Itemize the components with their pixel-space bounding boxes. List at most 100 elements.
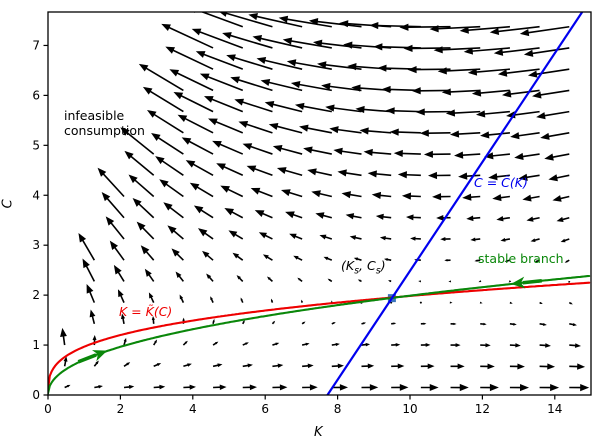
quiver-arrow-head	[210, 296, 213, 300]
quiver-arrow-shaft	[326, 257, 333, 261]
quiver-arrow-head	[419, 129, 429, 137]
quiver-arrow-head	[474, 259, 478, 262]
quiver-arrow-shaft	[290, 40, 332, 49]
quiver-arrow-head	[78, 232, 87, 243]
quiver-arrow-head	[136, 221, 146, 231]
ss-k-subscript: s	[354, 265, 360, 277]
quiver-arrow-shaft	[382, 215, 392, 219]
quiver-arrow-head	[60, 327, 67, 337]
quiver-arrow-shaft	[64, 385, 69, 389]
quiver-arrow-head	[550, 383, 560, 392]
quiver-arrow-shaft	[472, 47, 510, 52]
quiver-arrow-head	[520, 383, 530, 392]
quiver-arrow-head	[568, 280, 571, 284]
quiver-arrow-head	[411, 87, 421, 95]
quiver-arrow-head	[332, 322, 336, 325]
quiver-arrow-shaft	[536, 259, 540, 263]
quiver-arrow-head	[527, 70, 538, 78]
quiver-arrow-head	[371, 191, 382, 200]
quiver-arrow-head	[254, 210, 265, 217]
quiver-arrow-shaft	[153, 113, 184, 134]
quiver-arrow-head	[547, 363, 556, 370]
quiver-arrow-head	[544, 153, 554, 161]
quiver-arrow-shaft	[161, 160, 184, 176]
quiver-arrow-head	[278, 15, 289, 23]
quiver-arrow-shaft	[89, 291, 96, 303]
cdot-locus-label: C = C̃(K)	[474, 175, 528, 190]
quiver-arrow-shaft	[406, 173, 421, 177]
quiver-arrow-head	[518, 173, 528, 181]
quiver-arrow-head	[383, 258, 388, 261]
quiver-arrow-head	[432, 193, 442, 201]
y-tick-label: 5	[32, 138, 40, 152]
quiver-arrow-head	[367, 170, 377, 178]
quiver-arrow-head	[572, 323, 577, 327]
quiver-arrow-head	[182, 317, 185, 321]
x-tick-label: 10	[402, 402, 417, 416]
ss-close-paren: )	[380, 258, 386, 273]
quiver-arrow-shaft	[302, 364, 309, 368]
stable-branch-curve	[48, 274, 591, 395]
quiver-arrow-shaft	[345, 172, 362, 177]
quiver-arrow-head	[285, 211, 295, 219]
quiver-arrow-head	[427, 363, 435, 369]
quiver-arrow-shaft	[173, 230, 184, 240]
quiver-arrow-head	[365, 342, 371, 347]
quiver-arrow-shaft	[299, 83, 332, 92]
quiver-arrow-shaft	[510, 89, 540, 95]
quiver-arrow-shaft	[120, 295, 125, 303]
quiver-arrow-head	[436, 214, 444, 221]
quiver-arrow-shaft	[506, 259, 511, 262]
quiver-arrow-head	[151, 133, 161, 141]
quiver-arrow-head	[270, 298, 273, 302]
quiver-arrow-shaft	[322, 214, 333, 219]
quiver-arrow-head	[405, 214, 414, 221]
quiver-arrow-head	[185, 160, 196, 168]
quiver-arrow-head	[351, 84, 361, 92]
stable-branch-arrow-stem	[77, 353, 97, 364]
quiver-arrow-head	[440, 237, 446, 242]
ss-separator: ,	[359, 258, 367, 273]
quiver-arrow-head	[97, 167, 107, 177]
quiver-arrow-head	[312, 39, 323, 47]
quiver-arrow-head	[177, 114, 188, 122]
quiver-arrow-head	[142, 86, 153, 95]
quiver-arrow-head	[355, 105, 365, 114]
quiver-arrow-head	[333, 147, 343, 155]
quiver-arrow-head	[159, 384, 166, 390]
quiver-arrow-shaft	[238, 277, 244, 282]
quiver-arrow-shaft	[256, 15, 303, 28]
quiver-arrow-shaft	[227, 188, 244, 198]
quiver-arrow-shaft	[341, 150, 362, 155]
quiver-arrow-head	[109, 240, 119, 251]
quiver-arrow-head	[514, 152, 524, 161]
quiver-arrow-head	[403, 44, 413, 53]
quiver-arrow-shaft	[153, 363, 159, 368]
quiver-arrow-head	[317, 61, 327, 69]
quiver-arrow-head	[165, 46, 176, 54]
quiver-arrow-shaft	[331, 343, 337, 346]
quiver-arrow-head	[373, 43, 383, 51]
quiver-arrow-head	[311, 190, 321, 198]
quiver-arrow-shaft	[93, 362, 98, 367]
quiver-arrow-head	[315, 212, 325, 219]
quiver-arrow-shaft	[123, 340, 126, 346]
quiver-arrow-head	[444, 259, 448, 262]
quiver-arrow-shaft	[230, 34, 273, 49]
quiver-arrow-head	[488, 173, 498, 181]
quiver-arrow-head	[480, 131, 490, 139]
quiver-arrow-shaft	[484, 110, 510, 115]
quiver-arrow-shaft	[337, 128, 362, 134]
quiver-arrow-head	[395, 342, 401, 347]
quiver-arrow-shaft	[231, 211, 244, 219]
quiver-arrow-shaft	[91, 315, 96, 325]
quiver-arrow-head	[455, 343, 461, 348]
quiver-arrow-head	[493, 48, 504, 56]
quiver-arrow-head	[560, 238, 566, 243]
quiver-arrow-head	[289, 233, 297, 239]
quiver-arrow-head	[120, 313, 126, 320]
quiver-arrow-shaft	[272, 103, 303, 113]
quiver-arrow-head	[132, 198, 142, 207]
quiver-arrow-head	[483, 322, 487, 326]
quiver-arrow-shaft	[210, 298, 214, 303]
